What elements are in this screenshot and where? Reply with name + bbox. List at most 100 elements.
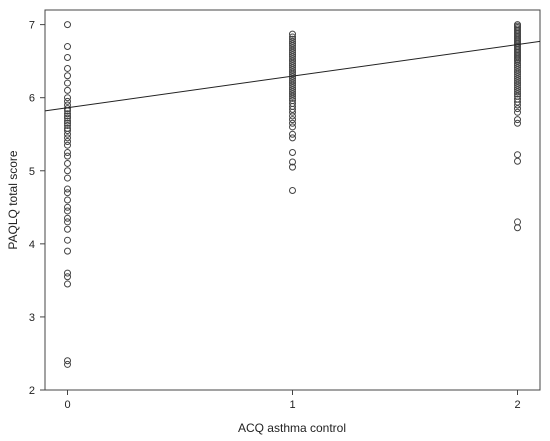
data-point: [289, 48, 296, 56]
data-point: [289, 35, 296, 43]
data-point: [64, 72, 71, 80]
data-point: [289, 37, 296, 45]
data-point: [289, 163, 296, 171]
data-point: [289, 94, 296, 102]
data-point: [289, 53, 296, 61]
data-point: [64, 189, 71, 197]
data-point: [289, 51, 296, 59]
data-point: [64, 225, 71, 233]
data-point: [289, 33, 296, 41]
data-point: [289, 44, 296, 52]
data-point: [289, 116, 296, 124]
data-point: [289, 158, 296, 166]
data-point: [289, 68, 296, 76]
data-point: [514, 77, 521, 85]
data-point: [514, 81, 521, 89]
data-point: [289, 77, 296, 85]
data-point: [289, 134, 296, 142]
data-point: [289, 62, 296, 70]
data-point: [289, 90, 296, 98]
data-point: [64, 138, 71, 146]
data-point: [64, 105, 71, 113]
data-point: [289, 42, 296, 50]
data-point: [64, 43, 71, 51]
x-axis-title: ACQ asthma control: [238, 421, 346, 435]
data-point: [64, 127, 71, 135]
data-point: [514, 101, 521, 109]
data-point: [289, 57, 296, 65]
data-point: [514, 224, 521, 232]
data-point: [514, 86, 521, 94]
data-point: [64, 94, 71, 102]
data-point: [514, 64, 521, 72]
data-point: [64, 21, 71, 29]
data-point: [64, 203, 71, 211]
data-point: [64, 174, 71, 182]
data-point: [289, 40, 296, 48]
data-point: [289, 70, 296, 78]
data-point: [289, 112, 296, 120]
data-point: [64, 141, 71, 149]
data-point: [289, 86, 296, 94]
data-point: [64, 207, 71, 215]
y-tick-label: 5: [29, 166, 35, 178]
data-points: [64, 21, 521, 368]
data-point: [64, 357, 71, 365]
y-tick-label: 7: [29, 20, 35, 32]
data-point: [64, 119, 71, 127]
data-point: [514, 83, 521, 91]
data-point: [64, 121, 71, 129]
data-point: [514, 57, 521, 65]
data-point: [64, 110, 71, 118]
data-point: [64, 134, 71, 142]
data-point: [289, 59, 296, 67]
data-point: [64, 79, 71, 87]
y-tick-label: 4: [29, 239, 35, 251]
data-point: [289, 88, 296, 96]
x-tick-label: 0: [64, 399, 70, 411]
y-tick-label: 3: [29, 312, 35, 324]
data-point: [64, 112, 71, 120]
data-point: [289, 187, 296, 194]
data-point: [64, 130, 71, 138]
data-point: [289, 66, 296, 74]
data-point: [514, 157, 521, 165]
data-point: [289, 119, 296, 127]
data-point: [514, 68, 521, 76]
data-point: [64, 54, 71, 61]
data-point: [64, 97, 71, 105]
data-point: [289, 79, 296, 87]
data-point: [64, 218, 71, 226]
data-point: [514, 70, 521, 78]
data-point: [64, 185, 71, 193]
data-point: [64, 114, 71, 122]
data-point: [289, 105, 296, 113]
data-point: [514, 90, 521, 98]
data-point: [289, 55, 296, 63]
y-tick-label: 6: [29, 93, 35, 105]
fit-line: [44, 40, 541, 112]
data-point: [64, 269, 71, 277]
data-point: [514, 59, 521, 67]
data-point: [64, 149, 71, 156]
data-point: [514, 151, 521, 159]
data-point: [514, 88, 521, 96]
data-point: [514, 119, 521, 127]
data-point: [64, 273, 71, 281]
data-point: [289, 46, 296, 54]
data-point: [64, 159, 71, 167]
data-point: [514, 108, 521, 116]
x-tick-label: 1: [289, 399, 295, 411]
y-tick-label: 2: [29, 385, 35, 397]
axis-ticks: 0 1 2 2 3 4 5 6 7: [29, 20, 521, 411]
data-point: [514, 73, 521, 80]
data-point: [64, 152, 71, 160]
x-tick-label: 2: [514, 399, 520, 411]
data-point: [514, 105, 521, 113]
data-point: [289, 130, 296, 138]
y-axis-title: PAQLQ total score: [6, 150, 20, 249]
data-point: [514, 79, 521, 87]
data-point: [64, 360, 71, 368]
data-point: [289, 92, 296, 100]
